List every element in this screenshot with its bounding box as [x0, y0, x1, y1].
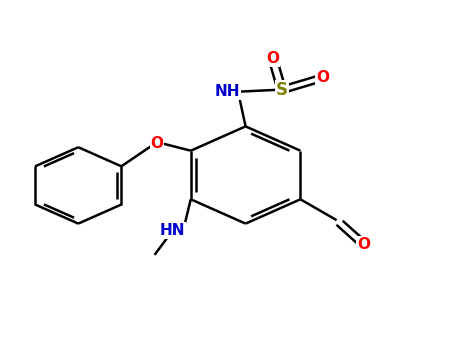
Text: S: S	[276, 81, 288, 99]
Text: O: O	[316, 70, 329, 85]
Text: HN: HN	[160, 223, 186, 238]
Text: NH: NH	[215, 84, 240, 99]
Text: O: O	[357, 237, 370, 252]
Text: O: O	[150, 136, 163, 151]
Text: O: O	[266, 51, 279, 66]
